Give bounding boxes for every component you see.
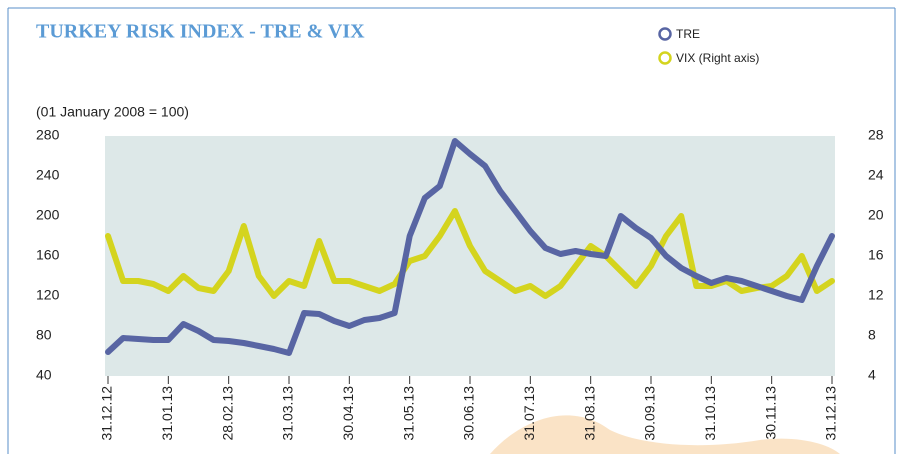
y-tick-label: 240 bbox=[36, 167, 60, 183]
subtitle: (01 January 2008 = 100) bbox=[36, 104, 189, 120]
y-tick-label: 40 bbox=[36, 367, 52, 383]
x-tick-label: 30.11.13 bbox=[762, 386, 778, 440]
chart-title: TURKEY RISK INDEX - TRE & VIX bbox=[36, 21, 365, 43]
legend-marker bbox=[658, 51, 672, 65]
x-tick-label: 31.03.13 bbox=[280, 386, 296, 441]
x-tick-label: 31.07.13 bbox=[521, 386, 537, 441]
y-tick-label: 120 bbox=[36, 287, 60, 303]
y2-tick-label: 24 bbox=[868, 167, 884, 183]
y2-tick-label: 4 bbox=[868, 367, 876, 383]
y-tick-label: 280 bbox=[36, 127, 60, 143]
y2-tick-label: 16 bbox=[868, 247, 884, 263]
x-tick-label: 30.09.13 bbox=[642, 386, 658, 441]
x-tick-label: 31.05.13 bbox=[400, 386, 416, 441]
y-tick-label: 160 bbox=[36, 247, 60, 263]
y2-tick-label: 20 bbox=[868, 207, 884, 223]
x-tick-label: 31.12.13 bbox=[823, 386, 839, 441]
x-tick-label: 30.06.13 bbox=[461, 386, 477, 441]
y2-tick-label: 12 bbox=[868, 287, 884, 303]
legend-label: VIX (Right axis) bbox=[676, 51, 759, 65]
x-tick-label: 30.04.13 bbox=[340, 386, 356, 441]
legend-marker bbox=[658, 27, 672, 41]
decoration bbox=[490, 415, 840, 454]
y2-tick-label: 8 bbox=[868, 327, 876, 343]
y-tick-label: 200 bbox=[36, 207, 60, 223]
legend-label: TRE bbox=[676, 27, 700, 41]
series-line bbox=[105, 138, 835, 356]
x-tick-label: 31.01.13 bbox=[159, 386, 175, 441]
y-tick-label: 80 bbox=[36, 327, 52, 343]
x-tick-label: 28.02.13 bbox=[219, 386, 235, 441]
y2-tick-label: 28 bbox=[868, 127, 884, 143]
plot-area bbox=[105, 136, 835, 376]
x-tick-label: 31.12.12 bbox=[99, 386, 115, 441]
x-tick-label: 31.08.13 bbox=[581, 386, 597, 441]
x-tick-label: 31.10.13 bbox=[702, 386, 718, 441]
